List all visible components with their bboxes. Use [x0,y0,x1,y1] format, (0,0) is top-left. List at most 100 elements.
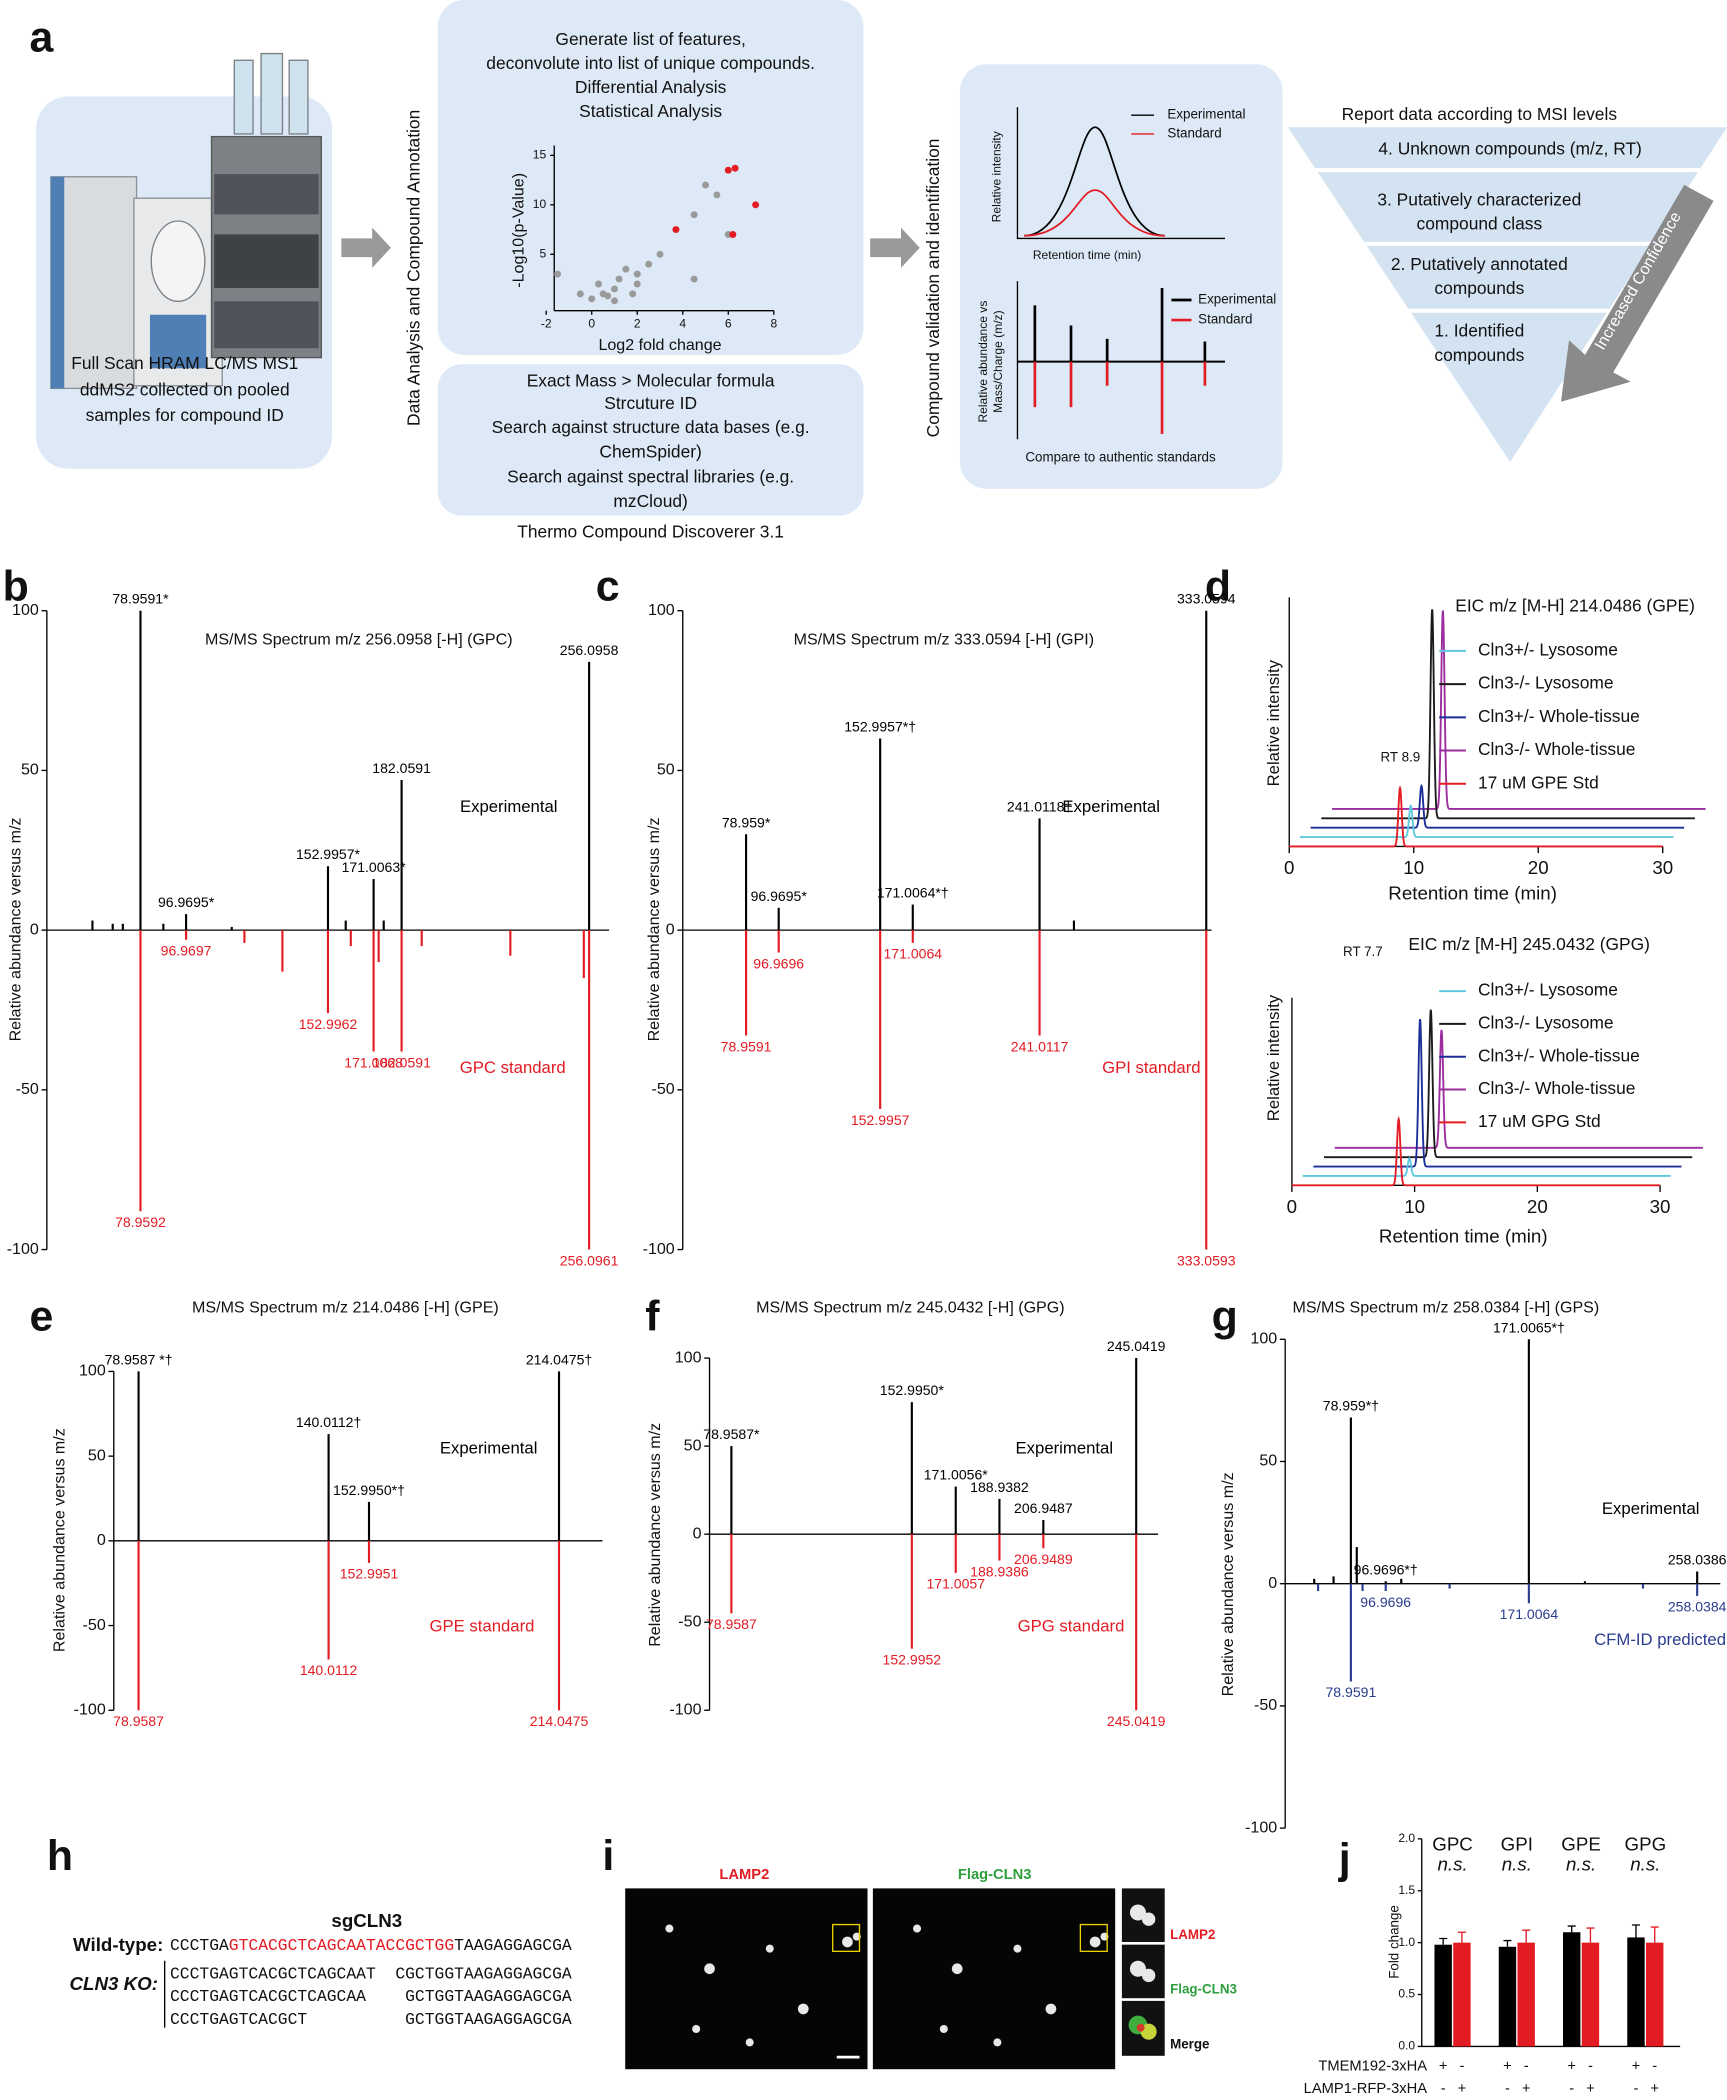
inset-label: LAMP2 [1170,1927,1215,1942]
peak-label: 214.0475 [530,1713,589,1729]
peak-label: 78.9587 [113,1713,164,1729]
series-label: CFM-ID predicted [1594,1630,1726,1649]
seq-part: CCCTGA [170,1936,229,1955]
series-label: Experimental [1062,797,1160,816]
y-axis-label: Relative abundance versus m/z [50,1428,68,1652]
msi-level: 4. Unknown compounds (m/z, RT) [1378,139,1641,159]
caption: Compare to authentic standards [1025,450,1216,465]
bar [1498,1946,1517,2047]
y-tick-label: -50 [16,1080,39,1098]
point [615,275,623,283]
msi-level: compounds [1434,278,1524,298]
panel-label: f [645,1293,660,1341]
category-label: GPI [1501,1833,1533,1854]
x-tick-label: 0 [1284,857,1294,878]
x-tick-label: 20 [1528,857,1549,878]
chart-title: MS/MS Spectrum m/z 256.0958 [-H] (GPC) [205,630,513,648]
series-label: Experimental [1016,1439,1114,1458]
series-label: GPI standard [1102,1058,1200,1077]
point [604,292,612,300]
peak-label: 78.9591* [112,591,169,607]
validation-box [959,64,1283,489]
condition-mark: + [1567,2058,1576,2074]
ko-label: CLN3 KO: [70,1973,158,1994]
y-tick-label: 50 [21,761,39,779]
instrument-illustration [50,52,322,390]
chromatogram-trace [1310,783,1685,829]
y-axis-label: Relative abundance versus m/z [646,1423,664,1647]
bar [1563,1932,1581,2047]
peak-label: 96.9695* [158,894,215,910]
chart-title: EIC m/z [M-H] 245.0432 (GPG) [1408,934,1650,954]
annotation-text: ChemSpider) [599,441,701,461]
analysis-text: Statistical Analysis [579,101,722,121]
condition-mark: - [1524,2058,1529,2074]
y-tick-label: -50 [678,1612,701,1630]
chart-title: MS/MS Spectrum m/z 214.0486 [-H] (GPE) [192,1299,499,1317]
legend-label: Cln3+/- Lysosome [1478,980,1618,1000]
axis-label: Mass/Charge (m/z) [991,310,1005,412]
y-tick-label: 10 [533,197,547,211]
condition-label: TMEM192-3xHA [1318,2058,1427,2074]
peak-label: 78.9591 [721,1038,772,1054]
bar [1517,1942,1535,2047]
point [702,181,710,189]
peak-label: 96.9695* [751,888,808,904]
wt-sequence: CCCTGAGTCACGCTCAGCAATACCGCTGGTAAGAGGAGCG… [170,1936,572,1955]
chromatogram-trace [1332,610,1706,810]
panel-label: c [596,563,620,611]
point [724,166,732,174]
condition-mark: + [1503,2058,1512,2074]
annotation-text: Search against spectral libraries (e.g. [507,467,794,487]
point [611,285,618,293]
legend-label: Standard [1167,125,1221,140]
condition-mark: - [1441,2081,1446,2097]
point [752,201,760,209]
peak-label: 214.0475† [526,1351,592,1367]
point [611,297,618,305]
annotation-text: Search against structure data bases (e.g… [492,417,810,437]
bar [1434,1944,1452,2047]
y-tick-label: 100 [12,601,39,619]
legend-label: Cln3-/- Lysosome [1478,1012,1614,1032]
panel-label: g [1212,1293,1238,1341]
msi-level: 2. Putatively annotated [1391,254,1568,274]
chart-title: MS/MS Spectrum m/z 245.0432 [-H] (GPG) [756,1299,1064,1317]
y-axis-label: Relative abundance versus m/z [645,817,663,1041]
condition-label: LAMP1-RFP-3xHA [1304,2081,1428,2097]
inset-label: Flag-CLN3 [1170,1982,1237,1997]
analysis-text: deconvolute into list of unique compound… [486,53,815,73]
pyramid-dividers [1311,168,1703,313]
category-label: GPE [1561,1833,1601,1854]
x-tick-label: 30 [1650,1196,1671,1217]
legend-label: Cln3+/- Whole-tissue [1478,706,1640,726]
category-label: GPG [1625,1833,1667,1854]
y-tick-label: 100 [648,601,675,619]
peak-label: 152.9950* [880,1382,945,1398]
error-bar [1457,1931,1466,1943]
arrow [870,227,920,268]
panel-label: a [29,13,54,61]
x-tick-label: -2 [541,316,552,330]
peak-label: 152.9952 [883,1651,942,1667]
legend-label: Experimental [1167,107,1245,122]
y-tick-label: -100 [669,1701,701,1719]
y-tick-label: -100 [7,1240,39,1258]
series-label: Experimental [440,1439,538,1458]
chromatogram-trace [1321,609,1695,820]
error-bar [1650,1926,1659,1943]
msi-pyramid [1287,127,1727,463]
condition-mark: - [1652,2058,1657,2074]
x-tick-label: 10 [1404,1196,1425,1217]
y-tick-label: 2.0 [1398,1831,1415,1845]
y-axis-label: Relative abundance versus m/z [1219,1472,1237,1696]
channel-label: Flag-CLN3 [958,1867,1032,1883]
y-tick-label: 0 [693,1524,702,1542]
annotation-text: mzCloud) [613,491,687,511]
panel-label: d [1205,563,1231,611]
peak-label: 171.0064 [1500,1606,1559,1622]
peak-label: 171.0057 [926,1576,985,1592]
analysis-text: Generate list of features, [555,29,745,49]
point [633,270,641,278]
peak-label: 152.9957*† [844,718,916,734]
